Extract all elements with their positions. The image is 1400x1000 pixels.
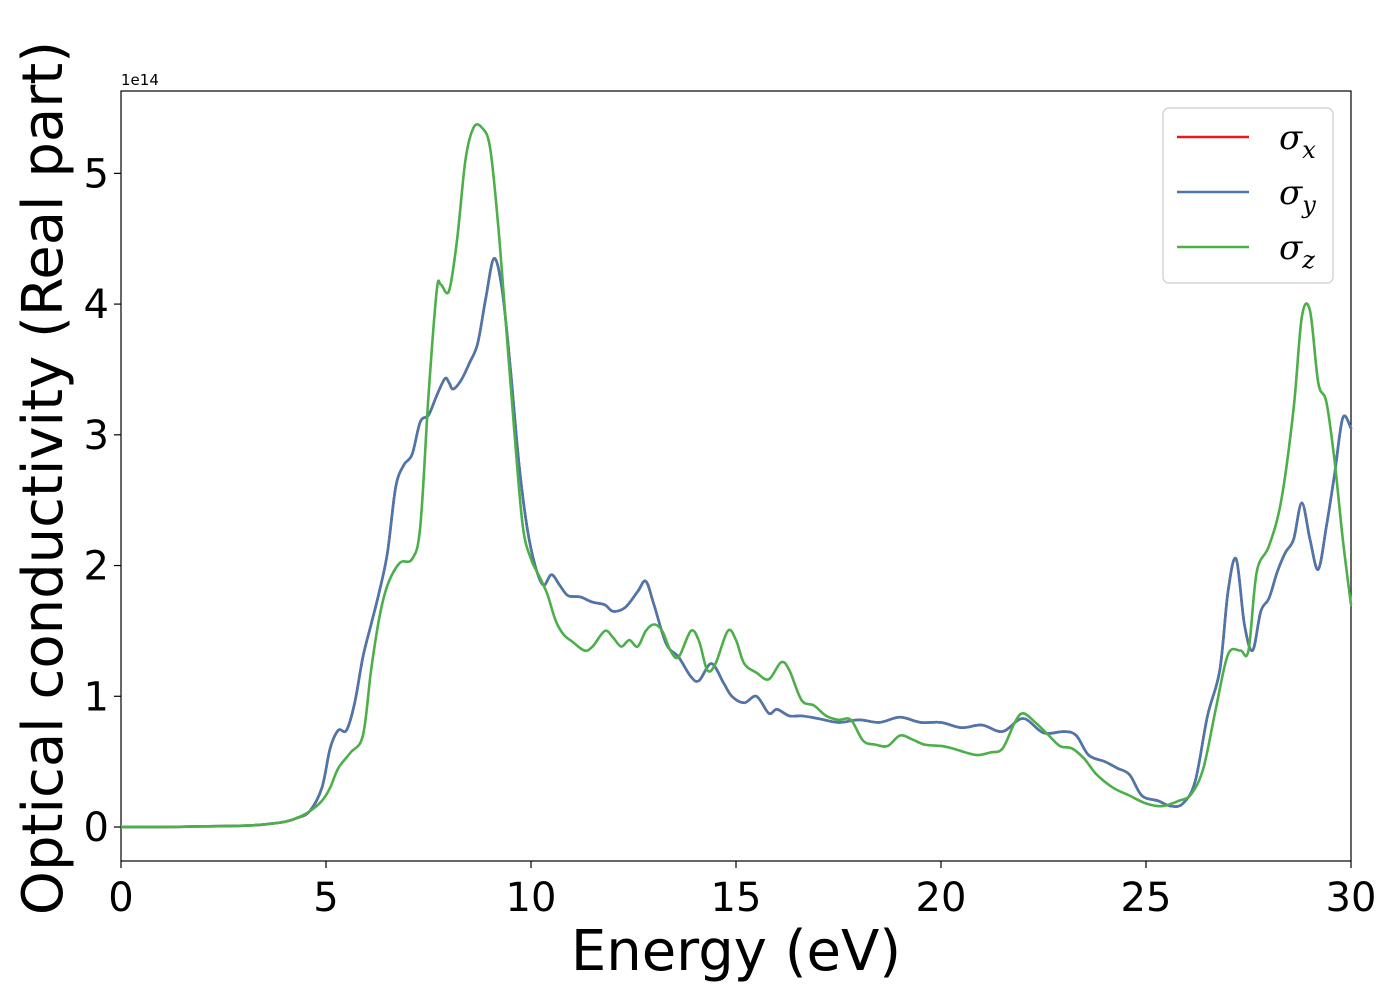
x-tick-label: 20: [916, 875, 967, 921]
y-axis-title: Optical conductivity (Real part): [11, 41, 76, 915]
legend-label-x: σx: [1279, 118, 1316, 164]
x-tick-label: 10: [506, 875, 557, 921]
series-line-z: [119, 123, 1353, 829]
legend-label-y: σy: [1279, 173, 1316, 219]
series-group: [119, 123, 1353, 829]
y-axis-ticks: 0 1 2 3 4 5: [84, 151, 121, 851]
x-tick-label: 15: [711, 875, 762, 921]
y-tick-label: 1: [84, 674, 109, 720]
series-line-x: [119, 257, 1353, 829]
legend-label-z: σz: [1279, 228, 1315, 274]
y-tick-label: 4: [84, 282, 109, 328]
y-axis-offset-label: 1e14: [121, 71, 159, 89]
x-tick-label: 25: [1121, 875, 1172, 921]
legend: σx σy σz: [1162, 107, 1334, 284]
x-axis-ticks: 0 5 10 15 20 25 30: [108, 861, 1376, 921]
x-tick-label: 5: [313, 875, 338, 921]
y-tick-label: 3: [84, 413, 109, 459]
y-tick-label: 5: [84, 151, 109, 197]
x-tick-label: 30: [1326, 875, 1377, 921]
y-tick-label: 2: [84, 544, 109, 590]
legend-box: [1162, 107, 1334, 284]
series-line-y: [119, 257, 1353, 829]
x-tick-label: 0: [108, 875, 133, 921]
y-tick-label: 0: [84, 805, 109, 851]
x-axis-title: Energy (eV): [571, 919, 901, 984]
